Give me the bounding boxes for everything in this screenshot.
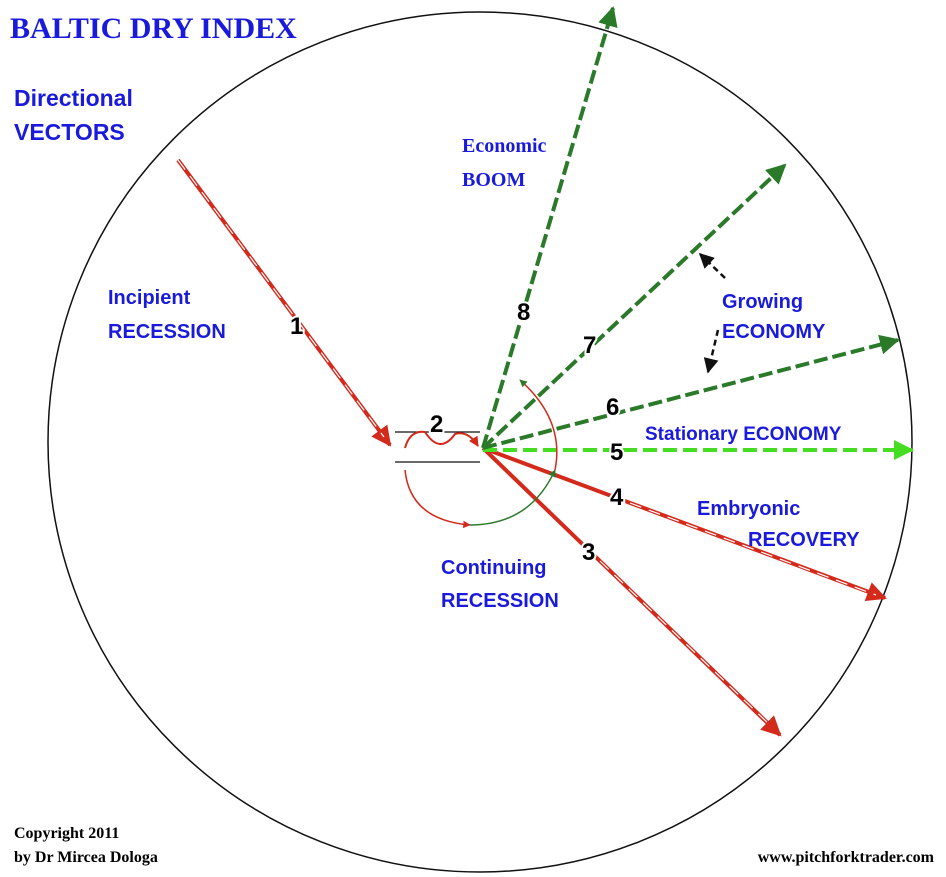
vector-number: 1	[290, 313, 303, 340]
vector-number: 2	[430, 411, 443, 438]
vector-number: 6	[606, 394, 619, 421]
zone-label: BOOM	[462, 169, 525, 191]
website: www.pitchforktrader.com	[758, 849, 935, 866]
zone-label: RECOVERY	[748, 529, 860, 551]
zone-label: RECESSION	[108, 321, 226, 343]
zone-label: Stationary ECONOMY	[645, 424, 842, 445]
vectors	[176, 6, 914, 737]
copyright: Copyright 2011	[14, 825, 119, 842]
vector-number: 7	[583, 332, 596, 359]
heading: VECTORS	[14, 119, 125, 145]
zone-label: Incipient	[108, 287, 191, 309]
vector-number: 3	[582, 539, 595, 566]
title: BALTIC DRY INDEX	[10, 12, 297, 45]
vector-number: 8	[517, 299, 530, 326]
zone-label: ECONOMY	[722, 321, 826, 343]
vector-number: 5	[610, 439, 623, 466]
zone-label: Continuing	[441, 557, 547, 579]
vector-number: 4	[610, 484, 624, 511]
zone-label: Economic	[462, 135, 547, 157]
author: by Dr Mircea Dologa	[14, 849, 158, 866]
heading: Directional	[14, 85, 133, 111]
zone-label: RECESSION	[441, 590, 559, 612]
zone-label: Growing	[722, 291, 803, 313]
zone-label: Embryonic	[697, 498, 800, 520]
